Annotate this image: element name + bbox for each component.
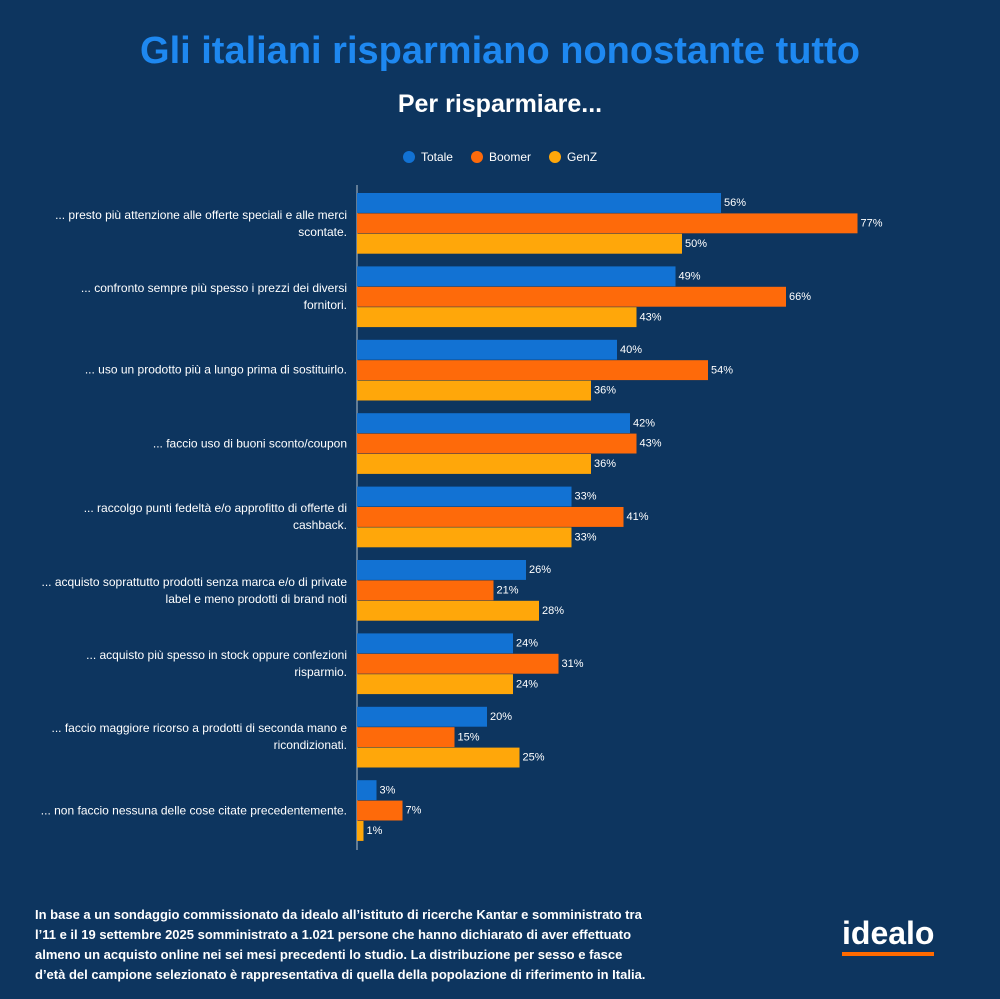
bar (357, 286, 786, 307)
value-label: 28% (542, 605, 564, 617)
footnote-line: In base a un sondaggio commissionato da … (35, 907, 642, 922)
legend-label: Totale (420, 150, 453, 164)
chart-subtitle: Per risparmiare... (397, 90, 603, 118)
legend-swatch (470, 151, 483, 163)
category-label: ... acquisto soprattutto prodotti senza … (41, 574, 348, 606)
bar (357, 193, 721, 213)
bar (357, 747, 520, 768)
bar (357, 486, 572, 507)
legend: Totale Boomer GenZ (0, 150, 1000, 164)
bar (357, 213, 858, 234)
bar (357, 653, 559, 674)
bar (357, 307, 637, 328)
category-label: ... faccio maggiore ricorso a prodotti d… (51, 721, 348, 753)
bar (357, 339, 617, 360)
value-label: 49% (679, 271, 701, 283)
value-label: 1% (367, 825, 383, 837)
footnote-line: l’11 e il 19 settembre 2025 somministrat… (35, 927, 632, 942)
bar (357, 706, 487, 727)
value-label: 25% (523, 752, 545, 764)
bar (357, 600, 539, 621)
bar (357, 380, 591, 401)
legend-swatch (402, 151, 415, 163)
value-label: 20% (490, 711, 512, 723)
logo: idealo (842, 916, 935, 956)
bar (357, 633, 513, 654)
value-label: 77% (861, 218, 883, 230)
bar (357, 527, 572, 548)
bar (357, 413, 630, 434)
bar (357, 433, 637, 454)
legend-item: Boomer (470, 150, 532, 164)
legend-label: GenZ (567, 150, 598, 164)
value-label: 54% (711, 364, 733, 376)
legend-item: GenZ (549, 150, 597, 164)
value-label: 40% (620, 344, 642, 356)
chart-title: Gli italiani risparmiano nonostante tutt… (140, 30, 860, 72)
footnote-line: d’età del campione selezionato è rappres… (35, 967, 646, 982)
legend-label: Boomer (488, 150, 532, 164)
category-label: ... confronto sempre più spesso i prezzi… (80, 281, 347, 312)
value-label: 43% (640, 438, 662, 450)
bar (357, 233, 682, 254)
value-label: 66% (789, 291, 811, 303)
value-label: 15% (458, 731, 480, 743)
value-label: 3% (380, 784, 396, 796)
bar (357, 800, 403, 821)
bar (357, 266, 676, 287)
category-label: ... presto più attenzione alle offerte s… (55, 207, 347, 239)
category-label: ... faccio uso di buoni sconto/coupon (152, 436, 347, 451)
bar (357, 507, 624, 527)
value-label: 7% (406, 805, 422, 817)
value-label: 21% (497, 585, 519, 597)
value-label: 50% (685, 238, 707, 250)
value-label: 41% (627, 511, 649, 523)
bar (357, 674, 513, 695)
value-label: 36% (594, 458, 616, 470)
bar (357, 727, 455, 748)
value-label: 33% (575, 491, 597, 503)
bar (357, 580, 494, 601)
value-label: 26% (529, 564, 551, 576)
value-label: 43% (640, 311, 662, 323)
category-label: ... non faccio nessuna delle cose citate… (40, 803, 347, 818)
category-label: ... raccolgo punti fedeltà e/o approfitt… (83, 501, 347, 533)
bar (357, 821, 364, 841)
value-label: 42% (633, 417, 655, 429)
bar (357, 780, 377, 801)
bar (357, 454, 591, 474)
value-label: 24% (516, 678, 538, 690)
legend-swatch (549, 151, 562, 163)
category-label: ... acquisto più spesso in stock oppure … (86, 648, 347, 679)
value-label: 24% (516, 638, 538, 650)
category-label: ... uso un prodotto più a lungo prima di… (84, 362, 347, 377)
bar (357, 560, 526, 580)
legend-item: Totale (402, 150, 453, 164)
value-label: 33% (575, 532, 597, 544)
value-label: 56% (724, 197, 746, 209)
value-label: 36% (594, 385, 616, 397)
footnote-line: almeno un acquisto online nei sei mesi p… (35, 947, 623, 962)
footnote: In base a un sondaggio commissionato da … (35, 905, 645, 985)
value-label: 31% (562, 658, 584, 670)
bar (357, 360, 708, 381)
